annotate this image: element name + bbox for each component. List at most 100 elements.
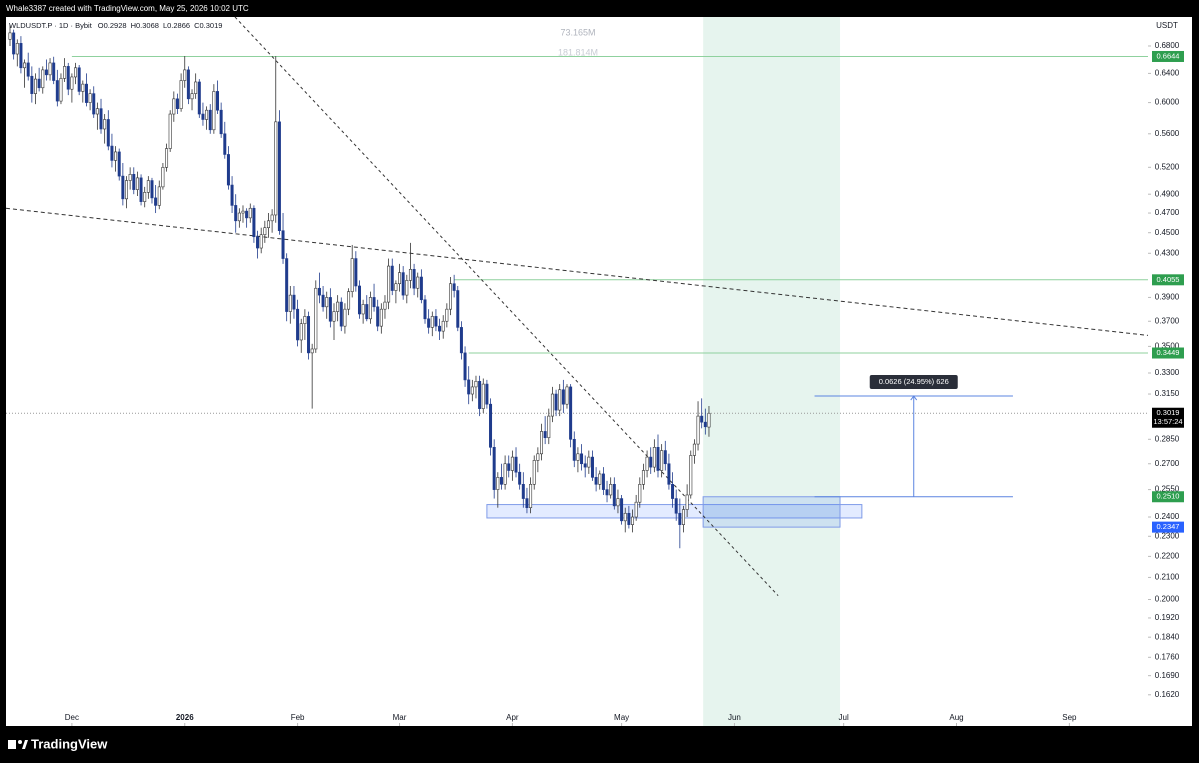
- y-tick-label: 0.2300: [1155, 531, 1180, 540]
- price-label: 0.3019: [1157, 408, 1180, 417]
- candle-body: [438, 325, 442, 332]
- candle-body: [139, 177, 143, 202]
- candle-body: [605, 489, 609, 496]
- candle-body: [467, 379, 471, 395]
- candle-body: [598, 473, 602, 485]
- y-tick-label: 0.6800: [1155, 41, 1180, 50]
- measure-box: [869, 375, 958, 390]
- candle-body: [8, 32, 12, 40]
- candle-body: [656, 447, 660, 471]
- logo-dot: [18, 740, 22, 744]
- y-tick-label: 0.4700: [1155, 208, 1180, 217]
- candle-body: [132, 174, 136, 190]
- candle-body: [74, 67, 78, 78]
- candle-body: [696, 415, 700, 445]
- price-label-box: [1152, 50, 1184, 62]
- candle-body: [339, 301, 343, 327]
- candle-body: [681, 509, 685, 525]
- candle-body: [19, 43, 23, 69]
- candle-body: [172, 98, 176, 115]
- candle-body: [609, 484, 613, 496]
- candle-body: [383, 301, 387, 310]
- y-tick-label: 0.6400: [1155, 69, 1180, 78]
- x-tick-label: 2026: [176, 713, 194, 722]
- candle-body: [416, 276, 420, 289]
- candle-body: [459, 327, 463, 354]
- candle-body: [419, 276, 423, 301]
- candle-body: [277, 121, 281, 232]
- candle-body: [332, 311, 336, 322]
- candle-body: [448, 283, 452, 310]
- candle-body: [121, 175, 125, 200]
- trend-line: [5, 207, 1149, 336]
- candle-body: [99, 108, 103, 130]
- candle-body: [372, 297, 376, 308]
- candle-body: [463, 352, 467, 381]
- candle-body: [700, 415, 704, 423]
- candle-body: [154, 197, 158, 206]
- candle-body: [510, 456, 514, 471]
- candle-body: [165, 148, 169, 168]
- candle-body: [77, 67, 81, 92]
- candle-body: [256, 236, 260, 249]
- price-label: 0.6644: [1157, 51, 1180, 60]
- position-shade: [703, 17, 841, 726]
- candle-body: [161, 167, 165, 188]
- x-tick-label: Jul: [839, 713, 849, 722]
- brand: TradingView: [8, 736, 108, 751]
- candle-body: [631, 516, 635, 525]
- candle-body: [168, 113, 172, 149]
- y-tick-label: 0.3900: [1155, 293, 1180, 302]
- zone: [702, 496, 841, 528]
- candle-body: [452, 283, 456, 291]
- candle-body: [441, 320, 445, 332]
- candle-body: [638, 484, 642, 503]
- candle-body: [514, 456, 518, 473]
- candle-body: [212, 91, 216, 131]
- candle-body: [310, 348, 314, 354]
- candle-body: [307, 316, 311, 354]
- candle-body: [52, 62, 56, 81]
- candle-body: [430, 316, 434, 328]
- candle-body: [660, 450, 664, 471]
- candle-body: [95, 108, 99, 115]
- logo-mark: [22, 740, 28, 749]
- candle-body: [561, 389, 565, 405]
- candle-body: [616, 498, 620, 507]
- candle-body: [223, 133, 227, 155]
- candle-body: [347, 291, 351, 310]
- candle-body: [671, 484, 675, 499]
- legend-high: H0.3068: [131, 21, 159, 30]
- candle-body: [550, 393, 554, 417]
- volume-label: 181.814M: [558, 47, 598, 57]
- candle-body: [237, 212, 241, 222]
- candle-body: [703, 421, 707, 428]
- candle-body: [663, 450, 667, 465]
- candle-body: [503, 463, 507, 485]
- candle-body: [216, 91, 220, 111]
- x-tick-label: Jun: [728, 713, 741, 722]
- candle-body: [470, 386, 474, 395]
- y-tick-label: 0.6000: [1155, 98, 1180, 107]
- y-tick-label: 0.1620: [1155, 690, 1180, 699]
- candle-body: [576, 453, 580, 461]
- candle-body: [401, 272, 405, 296]
- y-tick-label: 0.2550: [1155, 485, 1180, 494]
- candle-body: [707, 412, 711, 428]
- y-tick-label: 0.1920: [1155, 613, 1180, 622]
- candle-body: [114, 151, 118, 161]
- candle-body: [390, 265, 394, 291]
- candle-body: [627, 512, 631, 525]
- candle-body: [485, 383, 489, 405]
- candle-body: [408, 269, 412, 281]
- y-tick-label: 0.3300: [1155, 368, 1180, 377]
- candle-body: [405, 280, 409, 296]
- header: Whale3387 created with TradingView.com, …: [6, 4, 249, 13]
- y-tick-label: 0.1840: [1155, 632, 1180, 641]
- y-tick-label: 0.2400: [1155, 512, 1180, 521]
- candle-body: [23, 62, 27, 69]
- candle-body: [536, 453, 540, 461]
- candle-body: [357, 285, 361, 315]
